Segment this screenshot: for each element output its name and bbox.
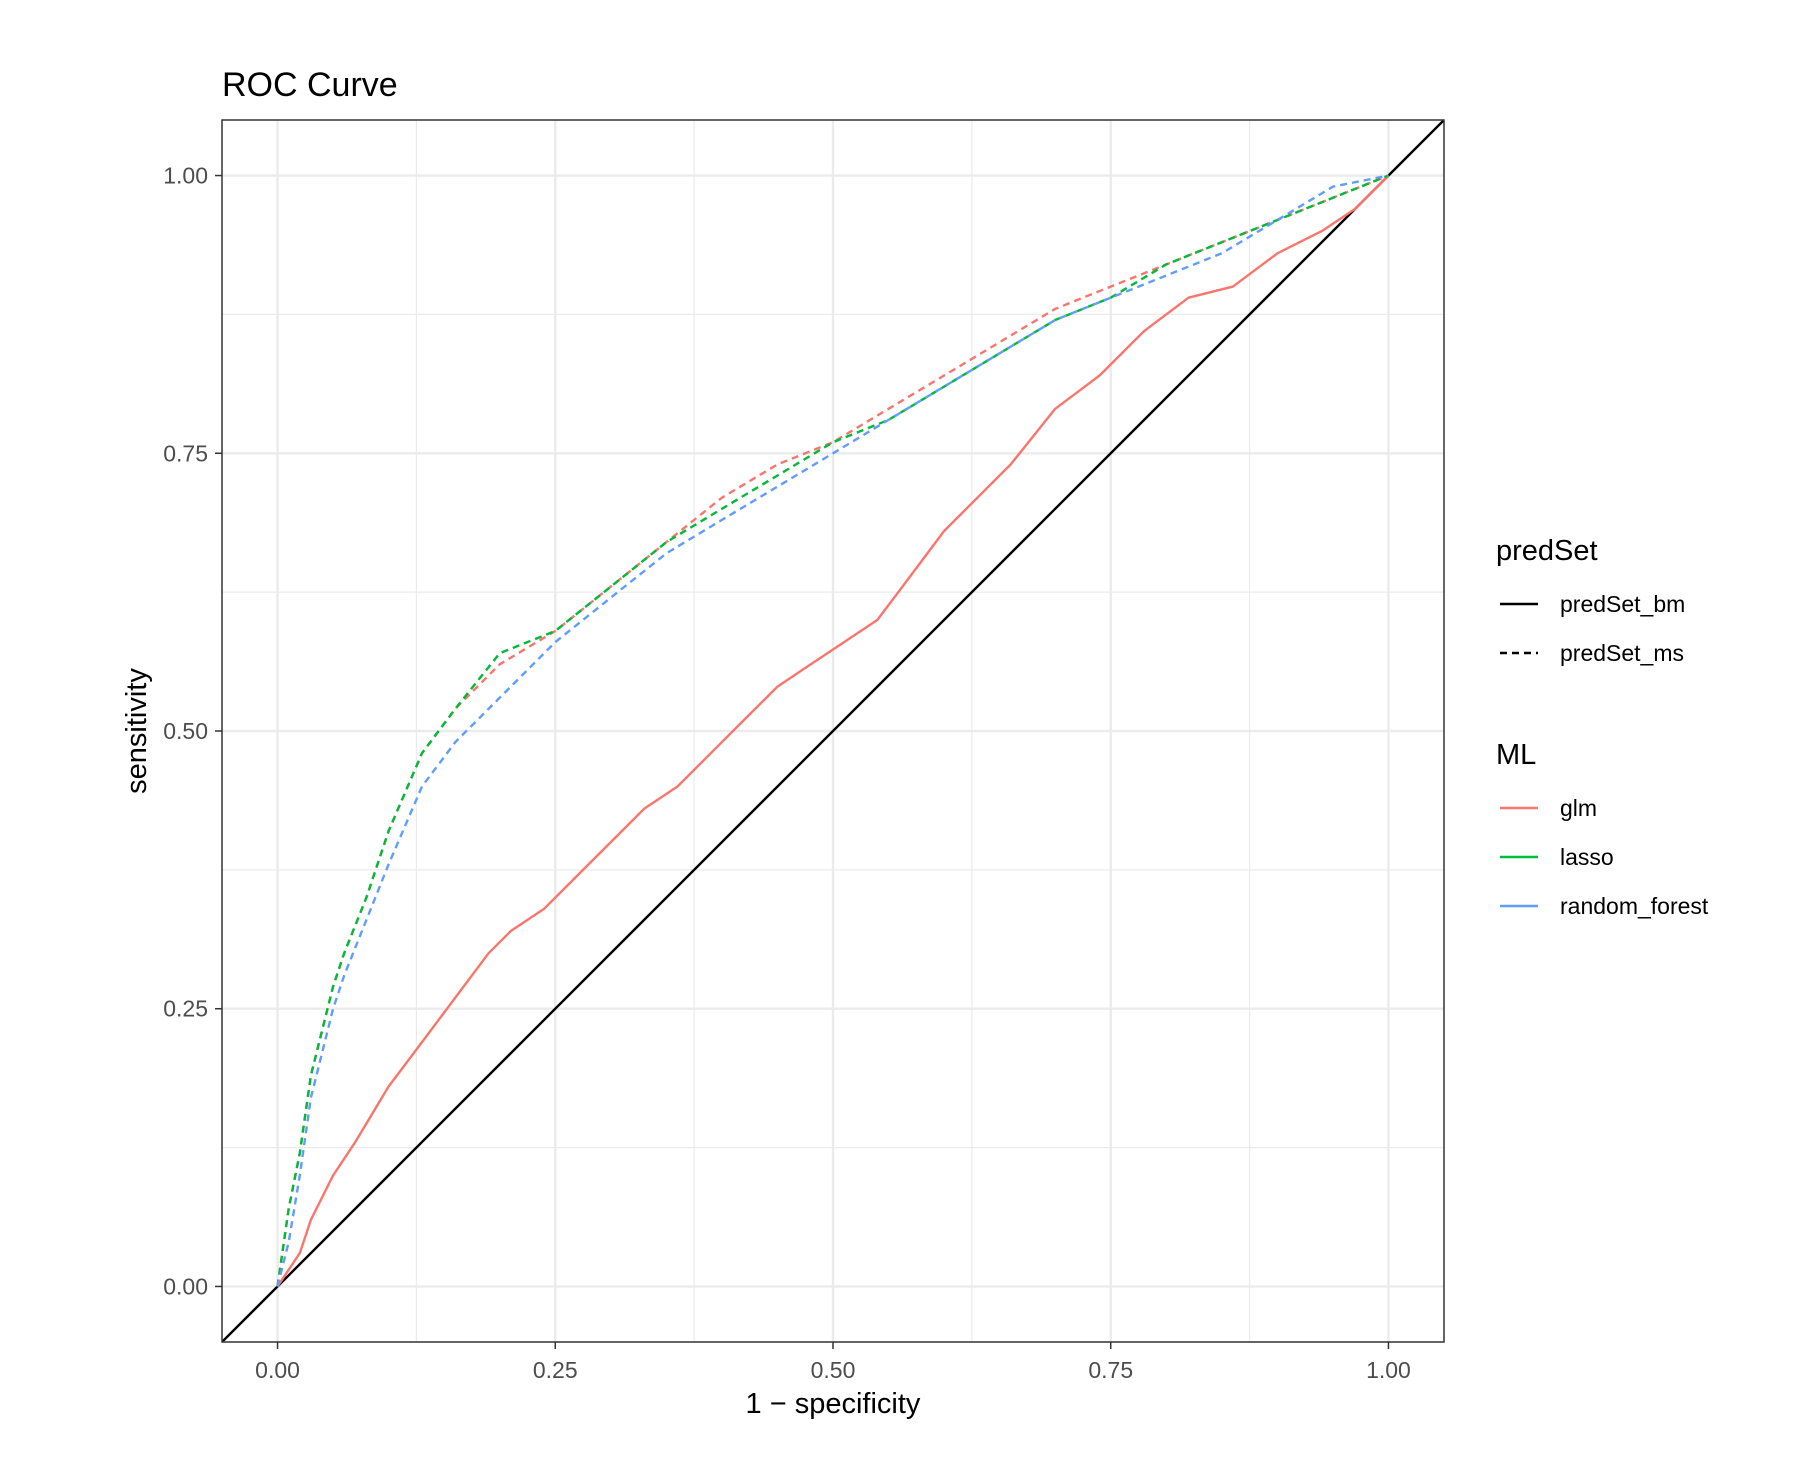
y-tick-label: 0.00: [163, 1273, 208, 1299]
x-tick-label: 1.00: [1366, 1357, 1411, 1383]
y-tick-label: 0.50: [163, 718, 208, 744]
series-layer: [222, 120, 1444, 1342]
y-tick-label: 0.75: [163, 440, 208, 466]
legend-label-glm: glm: [1560, 795, 1597, 821]
x-tick-label: 0.25: [533, 1357, 578, 1383]
y-tick-label: 0.25: [163, 996, 208, 1022]
y-tick-label: 1.00: [163, 163, 208, 189]
chart-title: ROC Curve: [222, 66, 398, 104]
series-line-lasso-dashed: [276, 174, 1389, 1287]
legend-label-random-forest: random_forest: [1560, 893, 1709, 919]
x-tick-label: 0.50: [811, 1357, 856, 1383]
series-line-glm-solid: [276, 174, 1390, 1288]
y-axis-title: sensitivity: [121, 668, 153, 794]
series-line-random-forest-dashed: [276, 174, 1389, 1287]
reference-diagonal-line: [222, 120, 1444, 1342]
legend: predSet predSet_bm predSet_ms ML glm lasso ran…: [1496, 535, 1709, 919]
legend-label-lasso: lasso: [1560, 844, 1614, 870]
y-axis-ticks: 0.00 0.25 0.50 0.75 1.00: [163, 163, 222, 1299]
x-axis-ticks: 0.00 0.25 0.50 0.75 1.00: [255, 1342, 1411, 1383]
x-tick-label: 0.75: [1088, 1357, 1133, 1383]
x-axis-title: 1 − specificity: [746, 1388, 921, 1420]
legend-title-ml: ML: [1496, 739, 1536, 771]
legend-label-predSet-ms: predSet_ms: [1560, 640, 1684, 666]
legend-label-predSet-bm: predSet_bm: [1560, 591, 1685, 617]
x-tick-label: 0.00: [255, 1357, 300, 1383]
legend-title-predset: predSet: [1496, 535, 1598, 567]
